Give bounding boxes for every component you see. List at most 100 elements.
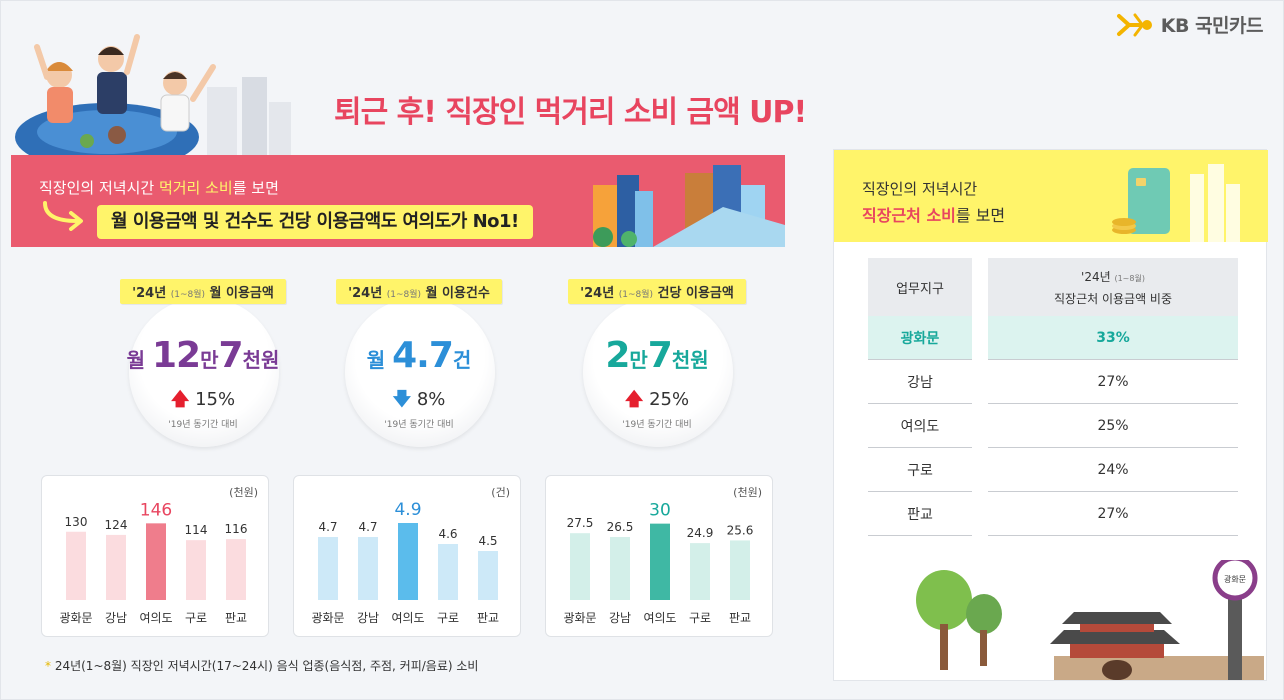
- stat-value-part: 월: [366, 348, 393, 372]
- row-district: 판교: [868, 492, 972, 536]
- stat-tag-period: (1~8월): [386, 290, 421, 300]
- stat-change: 🡅 25%: [557, 387, 757, 417]
- chart-category-label: 강남: [609, 611, 631, 625]
- bar-chart-monthly-count: (건) 4.7 광화문 4.7 강남 4.9 여의도 4.6 구로 4.5 판교: [293, 475, 521, 637]
- chart-category-label: 여의도: [391, 611, 424, 625]
- station-sign-text: 광화문: [1224, 574, 1246, 584]
- kb-star-icon: [1116, 13, 1152, 36]
- stat-value: 2만7천원: [557, 335, 757, 376]
- stat-circle: [345, 297, 495, 447]
- chart-bar: [398, 523, 418, 600]
- stat-value: 월 12만7천원: [103, 335, 303, 376]
- chart-bar: [106, 534, 126, 600]
- stat-tag-year: '24년: [348, 286, 387, 301]
- chart-data-label: 4.7: [318, 520, 337, 534]
- stat-tag-label: 건당 이용금액: [653, 286, 734, 301]
- stat-change-value: 15%: [195, 389, 236, 410]
- city-skyline-illustration: [593, 165, 785, 247]
- chart-data-label: 25.6: [727, 523, 754, 537]
- stat-value-part: 7: [218, 335, 244, 376]
- right-banner-suffix: 를 보면: [955, 206, 1006, 225]
- left-banner-highlight: 먹거리 소비: [158, 179, 233, 197]
- right-banner-line2: 직장근처 소비를 보면: [862, 202, 1005, 226]
- chart-category-label: 강남: [357, 611, 379, 625]
- stat-change: 🡅 15%: [103, 387, 303, 417]
- stat-tag: '24년 (1~8월) 건당 이용금액: [557, 279, 757, 304]
- chart-bar: [438, 544, 458, 600]
- right-banner-line1: 직장인의 저녁시간: [862, 180, 978, 198]
- row-share: 27%: [988, 492, 1238, 536]
- footnote-text: 24년(1~8월) 직장인 저녁시간(17~24시) 음식 업종(음식점, 주점…: [51, 659, 479, 673]
- chart-category-label: 구로: [437, 611, 459, 625]
- stat-tag-year: '24년: [580, 286, 619, 301]
- stat-tag-label: 월 이용금액: [205, 286, 274, 301]
- gwanghwamun-palace-illustration: 광화문: [916, 560, 1264, 680]
- stat-value-part: 건: [452, 348, 472, 372]
- left-banner-suffix: 를 보면: [232, 179, 279, 197]
- page-title: 퇴근 후! 직장인 먹거리 소비 금액 UP!: [334, 95, 807, 130]
- right-banner-highlight: 직장근처 소비: [862, 206, 956, 225]
- chart-svg: 4.7 광화문 4.7 강남 4.9 여의도 4.6 구로 4.5 판교: [311, 500, 499, 625]
- stat-change: 🡇 8%: [319, 387, 519, 417]
- kb-kookmin-card-logo: KB 국민카드: [1115, 11, 1264, 38]
- office-workers-toast-illustration: [15, 34, 291, 167]
- stat-amount-per-transaction: '24년 (1~8월) 건당 이용금액 2만7천원 🡅 25% '19년 동기간…: [557, 279, 757, 449]
- chart-bar: [66, 531, 86, 600]
- bar-chart-monthly-amount: (천원) 130 광화문 124 강남 146 여의도 114 구로 116 판교: [41, 475, 269, 637]
- up-arrow-icon: 🡅: [170, 389, 190, 410]
- chart-bar: [730, 540, 750, 600]
- chart-unit: (건): [491, 486, 510, 499]
- chart-bar: [318, 537, 338, 600]
- stat-value-part: 2: [605, 335, 630, 376]
- chart-bar: [186, 540, 206, 600]
- chart-category-label: 여의도: [643, 611, 676, 625]
- chart-data-label: 146: [140, 500, 172, 520]
- stat-value-part: 월: [126, 348, 152, 372]
- table-header-share: '24년 (1~8월) 직장근처 이용금액 비중: [988, 258, 1238, 316]
- chart-data-label: 27.5: [567, 516, 594, 530]
- chart-data-label: 26.5: [607, 520, 634, 534]
- row-district: 광화문: [868, 316, 972, 360]
- table-header-period: (1~8월): [1114, 274, 1145, 283]
- chart-bar: [146, 523, 166, 600]
- stat-tag: '24년 (1~8월) 월 이용금액: [103, 279, 303, 304]
- stat-change-value: 8%: [416, 389, 446, 410]
- down-arrow-icon: 🡇: [392, 389, 412, 410]
- stat-value-part: 4.7: [392, 335, 454, 376]
- chart-svg: 27.5 광화문 26.5 강남 30 여의도 24.9 구로 25.6 판교: [563, 501, 754, 625]
- table-header-label: 직장근처 이용금액 비중: [1053, 292, 1173, 306]
- chart-svg: 130 광화문 124 강남 146 여의도 114 구로 116 판교: [59, 500, 247, 625]
- chart-data-label: 124: [105, 518, 128, 532]
- chart-bar: [610, 537, 630, 600]
- chart-unit: (천원): [229, 486, 258, 499]
- chart-category-label: 광화문: [59, 611, 92, 625]
- footnote: * 24년(1~8월) 직장인 저녁시간(17~24시) 음식 업종(음식점, …: [45, 657, 478, 674]
- chart-category-label: 광화문: [563, 611, 596, 625]
- table-row: 구로 24%: [868, 448, 1238, 492]
- table-header-year: '24년: [1081, 270, 1115, 284]
- stat-tag-year: '24년: [132, 286, 171, 301]
- stat-value-part: 천원: [242, 348, 280, 372]
- chart-category-label: 광화문: [311, 611, 344, 625]
- chart-data-label: 114: [185, 523, 208, 537]
- chart-category-label: 판교: [225, 611, 247, 625]
- stat-note: '19년 동기간 대비: [384, 420, 454, 430]
- chart-data-label: 130: [65, 515, 88, 529]
- right-banner: 직장인의 저녁시간 직장근처 소비를 보면: [834, 150, 1268, 242]
- row-district: 강남: [868, 360, 972, 404]
- stat-circle: [583, 297, 733, 447]
- row-share: 24%: [988, 448, 1238, 492]
- row-share: 25%: [988, 404, 1238, 448]
- stat-value-part: 천원: [671, 348, 709, 372]
- table-row: 광화문 33%: [868, 316, 1238, 360]
- chart-category-label: 판교: [477, 611, 499, 625]
- stat-tag: '24년 (1~8월) 월 이용건수: [319, 279, 519, 304]
- left-banner-prefix: 직장인의 저녁시간: [39, 179, 159, 197]
- table-row: 판교 27%: [868, 492, 1238, 536]
- stat-note: '19년 동기간 대비: [168, 420, 238, 430]
- bar-chart-amount-per-transaction: (천원) 27.5 광화문 26.5 강남 30 여의도 24.9 구로 25.6 판교: [545, 475, 773, 637]
- logo-text: KB 국민카드: [1160, 15, 1264, 37]
- stat-tag-period: (1~8월): [618, 290, 654, 300]
- stat-change-value: 25%: [649, 389, 690, 410]
